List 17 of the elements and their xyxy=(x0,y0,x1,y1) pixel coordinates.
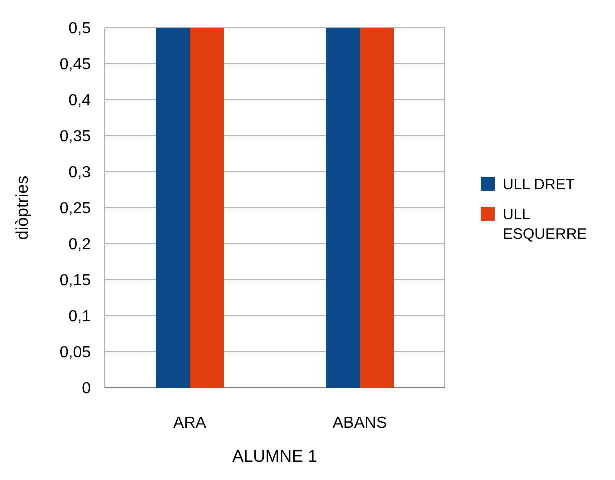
y-tick-label: 0,35 xyxy=(60,128,92,146)
y-tick-label: 0,05 xyxy=(60,344,92,362)
y-tick-label: 0,1 xyxy=(68,308,92,326)
y-tick-label: 0 xyxy=(82,380,92,398)
y-tick-label: 0,15 xyxy=(60,272,92,290)
legend-label: ULL DRET xyxy=(503,176,575,194)
x-tick-label: ABANS xyxy=(332,415,388,432)
x-axis-title: ALUMNE 1 xyxy=(232,447,318,466)
y-tick-label: 0,4 xyxy=(68,92,92,110)
x-tick-label: ARA xyxy=(174,415,207,432)
y-tick-label: 0,3 xyxy=(68,164,92,182)
y-tick-label: 0,2 xyxy=(68,236,92,254)
y-tick-label: 0,25 xyxy=(60,200,92,218)
legend-label: ULL ESQUERRE xyxy=(503,206,588,243)
y-tick-label: 0,5 xyxy=(68,20,92,38)
y-tick-label: 0,45 xyxy=(60,56,92,74)
y-axis-title: diòptries xyxy=(13,176,32,240)
